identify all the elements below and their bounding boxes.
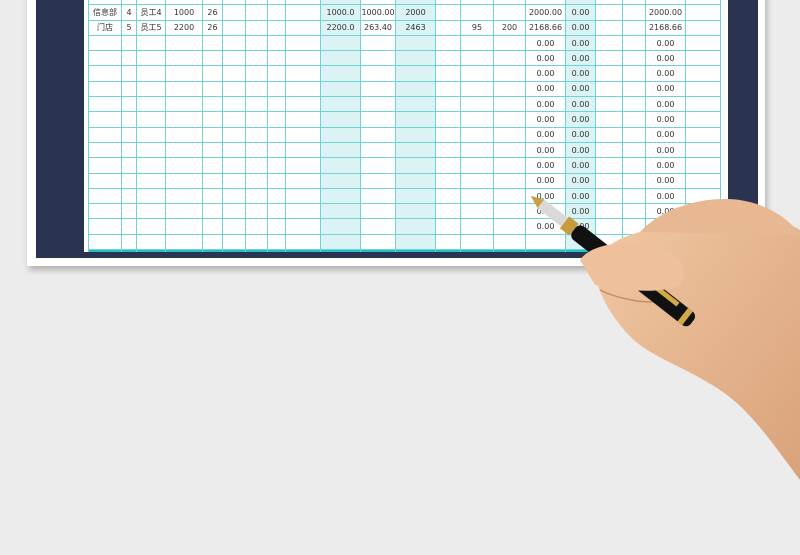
- table-cell[interactable]: [395, 96, 436, 113]
- table-cell[interactable]: [320, 157, 361, 174]
- table-cell[interactable]: [395, 111, 436, 128]
- table-cell[interactable]: [395, 34, 436, 52]
- table-cell[interactable]: 0.00: [565, 34, 596, 52]
- table-cell[interactable]: [320, 96, 361, 113]
- table-cell[interactable]: [395, 50, 436, 67]
- table-cell[interactable]: [395, 233, 436, 251]
- table-cell[interactable]: [395, 80, 436, 98]
- table-cell[interactable]: 0.00: [565, 126, 596, 143]
- table-cell[interactable]: [395, 218, 436, 235]
- table-cell[interactable]: [395, 65, 436, 82]
- table-cell[interactable]: [395, 172, 436, 189]
- table-cell[interactable]: 2000: [395, 4, 436, 21]
- table-cell[interactable]: 0.00: [565, 65, 596, 82]
- table-cell[interactable]: [320, 172, 361, 189]
- table-cell[interactable]: [395, 203, 436, 220]
- salary-table: 信息部 4 员工4 1000 26 1000.0 1000.00 2000 2000.00 0.0…: [88, 0, 721, 252]
- table-cell[interactable]: [320, 233, 361, 251]
- table-cell[interactable]: [320, 65, 361, 82]
- table-row: 门店 5 员工5 2200 26 2200.0 263.40 2463 95 200 2168.66…: [88, 19, 721, 36]
- table-cell[interactable]: 0.00: [565, 19, 596, 36]
- table-cell[interactable]: [320, 34, 361, 52]
- spreadsheet: 信息部 4 员工4 1000 26 1000.0 1000.00 2000 2000.00 0.0…: [84, 0, 728, 252]
- table-cell[interactable]: [320, 187, 361, 205]
- table-cell[interactable]: 2463: [395, 19, 436, 36]
